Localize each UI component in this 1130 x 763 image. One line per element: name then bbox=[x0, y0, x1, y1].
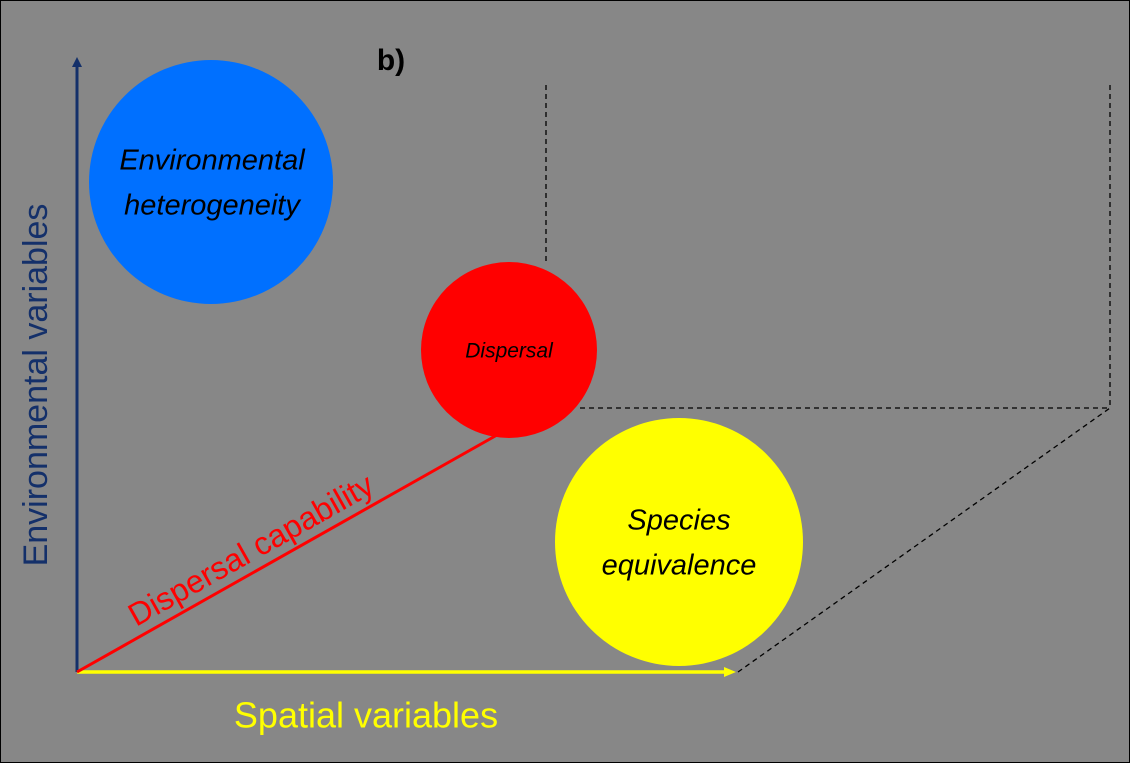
diagonal-line bbox=[76, 433, 498, 674]
circle-text: Environmental bbox=[119, 145, 306, 177]
circle-text: heterogeneity bbox=[124, 190, 301, 222]
circle-text: Dispersal bbox=[465, 340, 554, 363]
x-axis-label: Spatial variables bbox=[234, 695, 498, 736]
dashed-box bbox=[545, 85, 1111, 673]
panel-label: b) bbox=[377, 44, 405, 77]
circle-environmental bbox=[89, 60, 333, 304]
circle-text: Species bbox=[627, 505, 730, 537]
y-axis-label: Environmental variables bbox=[17, 204, 55, 567]
circle-species bbox=[555, 418, 803, 666]
circle-dispersal bbox=[421, 262, 597, 438]
circle-text: equivalence bbox=[602, 550, 757, 582]
